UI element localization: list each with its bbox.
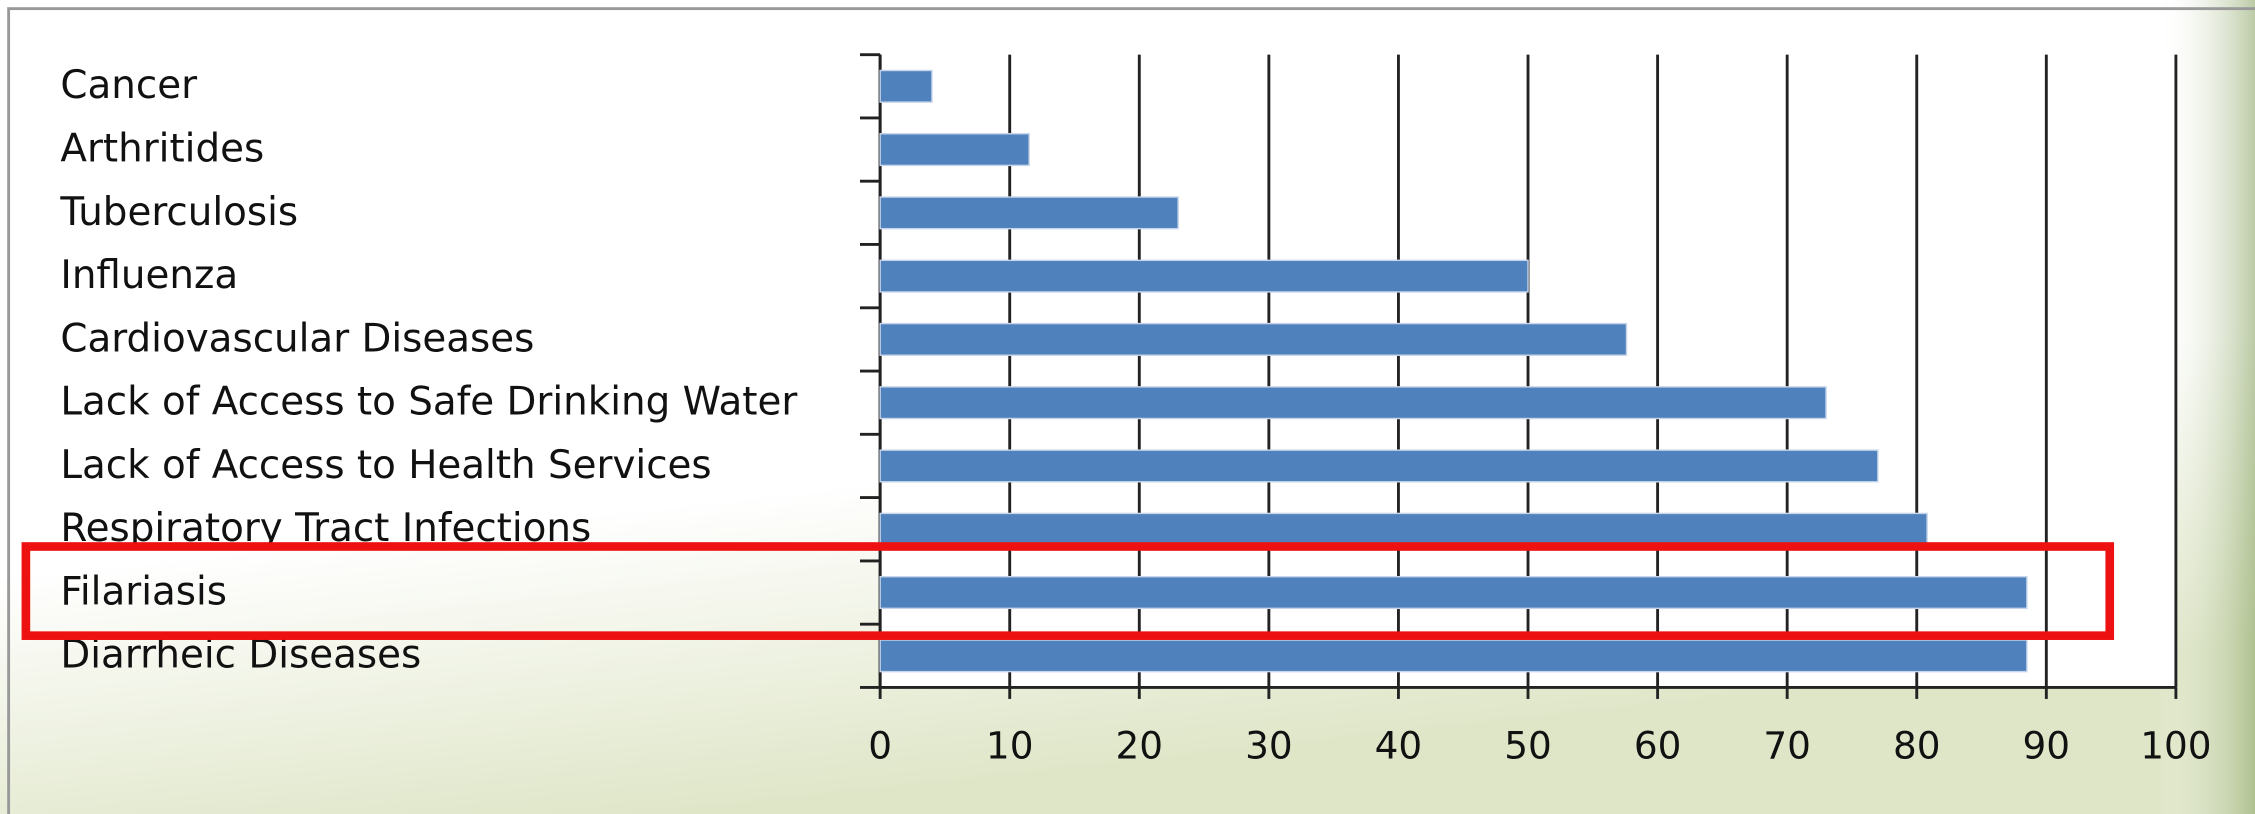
x-tick-label: 60 <box>1634 723 1682 767</box>
x-tick-label: 10 <box>986 723 1034 767</box>
bar <box>879 639 2028 673</box>
x-tick-label: 30 <box>1245 723 1293 767</box>
x-tick-label: 100 <box>2140 723 2211 767</box>
x-tick-label: 50 <box>1504 723 1552 767</box>
bar <box>879 133 1030 167</box>
x-tick-label: 70 <box>1763 723 1811 767</box>
x-tick-label: 40 <box>1375 723 1423 767</box>
y-tick-label: Lack of Access to Safe Drinking Water <box>60 380 797 425</box>
y-tick-label: Filariasis <box>60 569 227 614</box>
x-tick-label: 0 <box>868 723 892 767</box>
x-tick-label: 90 <box>2023 723 2071 767</box>
bar <box>879 69 933 103</box>
y-tick-label: Lack of Access to Health Services <box>60 443 711 488</box>
y-tick-label: Cardiovascular Diseases <box>60 316 534 361</box>
y-tick-label: Influenza <box>60 253 238 298</box>
bar <box>879 386 1827 420</box>
x-tick-label: 20 <box>1116 723 1164 767</box>
bar <box>879 259 1529 293</box>
bar <box>879 449 1879 483</box>
bars <box>879 69 2028 673</box>
frame <box>7 7 2255 814</box>
y-tick-label: Cancer <box>60 63 197 108</box>
highlight-box <box>21 542 2115 640</box>
y-tick-label: Diarrheic Diseases <box>60 633 421 678</box>
bar <box>879 196 1179 230</box>
bar <box>879 575 2028 610</box>
y-tick-label: Arthritides <box>60 127 264 172</box>
bar <box>879 512 1928 546</box>
y-tick-label: Tuberculosis <box>59 190 298 235</box>
bar <box>879 322 1628 356</box>
x-tick-label: 80 <box>1893 723 1941 767</box>
